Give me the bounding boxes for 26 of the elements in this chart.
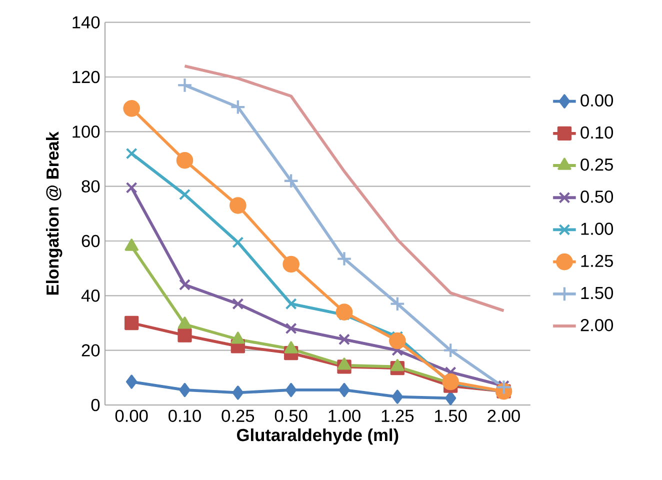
y-tick-label: 20 [82,344,100,356]
y-tick-label: 0 [91,398,100,412]
legend-label: 1.00 [581,222,614,235]
legend-label: 1.25 [581,254,613,268]
legend-label: 0.00 [580,94,614,107]
y-tick-label: 40 [81,290,100,302]
legend-label: 2.00 [580,318,614,332]
x-tick-label: 1.00 [328,410,360,422]
x-tick-label: 0.10 [168,410,201,422]
x-tick-label: 2.00 [488,410,520,422]
x-axis-title: Glutaraldehyde (ml) [236,428,398,445]
y-tick-label: 80 [82,180,100,192]
legend-label: 0.10 [580,126,614,139]
legend-label: 0.25 [580,158,613,171]
y-axis-title: Elongation @ Break [46,132,62,295]
x-tick-label: 1.25 [382,410,414,422]
y-tick-label: 140 [72,16,100,28]
y-tick-label: 60 [82,234,100,248]
x-tick-label: 1.50 [435,410,467,422]
legend-label: 1.50 [581,286,614,300]
x-tick-label: 0.50 [274,410,308,422]
y-tick-label: 120 [72,70,100,84]
x-tick-label: 0.25 [222,410,254,422]
legend-label: 0.50 [580,190,614,203]
x-tick-label: 0.00 [115,410,148,422]
y-tick-label: 100 [72,126,100,138]
